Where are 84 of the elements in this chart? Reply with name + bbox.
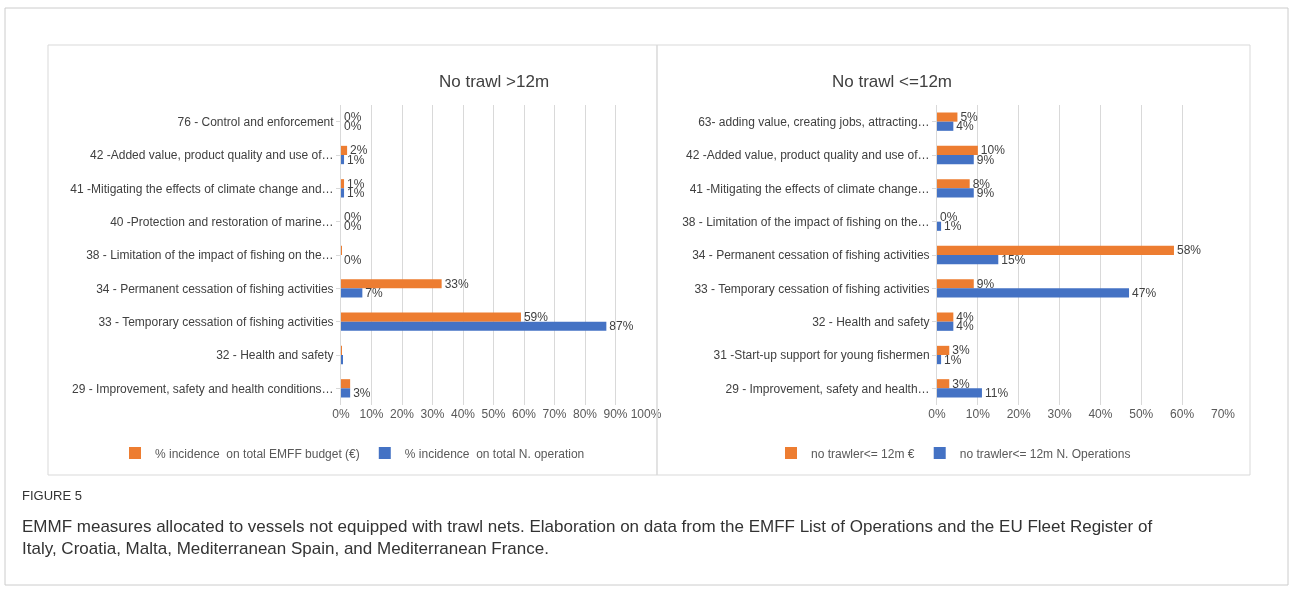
bar xyxy=(937,279,974,289)
bar xyxy=(937,245,1174,255)
bar xyxy=(341,155,345,165)
bar xyxy=(937,155,974,165)
bar xyxy=(937,179,970,189)
data-label: 3% xyxy=(952,376,970,391)
data-label: 9% xyxy=(976,276,995,291)
bar xyxy=(937,345,950,355)
data-label: 87% xyxy=(609,319,634,334)
y-tick-label: 32 - Health and safety xyxy=(216,348,334,363)
data-label: 7% xyxy=(365,285,384,300)
bar xyxy=(341,145,348,155)
x-tick-label: 70% xyxy=(542,407,567,421)
legend-label: % incidence on total N. operation xyxy=(404,446,585,461)
legend-label: % incidence on total EMFF budget (€) xyxy=(155,446,360,461)
data-label: 3% xyxy=(353,385,371,400)
y-tick-label: 41 -Mitigating the effects of climate change and… xyxy=(70,181,334,196)
bar xyxy=(937,112,958,122)
x-tick-label: 70% xyxy=(1210,407,1236,421)
y-tick-label: 41 -Mitigating the effects of climate change… xyxy=(689,181,930,196)
bar xyxy=(937,121,954,131)
data-label: 58% xyxy=(1176,243,1202,258)
caption: FIGURE 5 xyxy=(22,488,82,503)
y-tick-label: 32 - Health and safety xyxy=(812,314,930,329)
bar xyxy=(937,321,954,331)
x-tick-label: 0% xyxy=(928,407,946,421)
data-label: 47% xyxy=(1132,285,1157,300)
data-label: 33% xyxy=(444,276,469,291)
y-tick-label: 33 - Temporary cessation of fishing activities xyxy=(694,281,930,296)
chart-title: No trawl >12m xyxy=(439,72,550,91)
x-tick-label: 20% xyxy=(1006,407,1032,421)
bar xyxy=(937,355,942,365)
bar xyxy=(937,388,982,398)
data-label: 11% xyxy=(984,385,1009,400)
bar xyxy=(341,188,345,198)
bar xyxy=(341,388,351,398)
bar xyxy=(937,221,942,231)
y-tick-label: 40 -Protection and restoration of marine… xyxy=(110,214,334,229)
y-tick-label: 31 -Start-up support for young fishermen xyxy=(713,348,930,363)
x-tick-label: 20% xyxy=(389,407,415,421)
bar xyxy=(341,321,607,331)
x-tick-label: 30% xyxy=(1047,407,1072,421)
x-tick-label: 30% xyxy=(420,407,445,421)
x-tick-label: 60% xyxy=(511,407,537,421)
text: EMMF measures allocated to vessels not equipped with trawl nets. Elaboration on data from the EMFF List of Operations and the EU Fleet Register of Italy, Croatia, Malta, Mediterranean Spain, and Mediterranean France. xyxy=(22,517,1153,559)
x-tick-label: 60% xyxy=(1170,407,1195,421)
bar xyxy=(937,145,978,155)
bar xyxy=(937,188,974,198)
bar xyxy=(341,379,351,389)
y-tick-label: 42 -Added value, product quality and use of… xyxy=(686,148,930,163)
y-tick-label: 38 - Limitation of the impact of fishing on the… xyxy=(86,248,334,263)
y-tick-label: 76 - Control and enforcement xyxy=(177,114,335,129)
y-tick-label: 34 - Permanent cessation of fishing activities xyxy=(692,248,930,263)
y-tick-label: 29 - Improvement, safety and health… xyxy=(725,381,930,396)
y-tick-label: 42 -Added value, product quality and use of… xyxy=(90,148,334,163)
bar xyxy=(341,179,345,189)
data-label: 59% xyxy=(523,310,549,325)
x-tick-label: 0% xyxy=(332,407,350,421)
y-tick-label: 29 - Improvement, safety and health conditions… xyxy=(72,381,334,396)
bar xyxy=(937,379,950,389)
x-tick-label: 40% xyxy=(450,407,476,421)
data-label: 15% xyxy=(1001,252,1026,267)
x-tick-label: 40% xyxy=(1088,407,1113,421)
bar xyxy=(341,279,442,289)
data-label: 0% xyxy=(344,252,362,267)
bar xyxy=(937,312,954,322)
x-tick-label: 10% xyxy=(359,407,384,421)
chart-title: No trawl <=12m xyxy=(832,72,952,91)
legend-label: no trawler<= 12m € xyxy=(811,446,915,461)
bar xyxy=(937,255,999,265)
x-tick-label: 50% xyxy=(481,407,506,421)
x-tick-label: 100% xyxy=(630,407,662,421)
legend-label: no trawler<= 12m N. Operations xyxy=(959,446,1131,461)
x-tick-label: 50% xyxy=(1129,407,1154,421)
x-tick-label: 90% xyxy=(603,407,628,421)
bar xyxy=(341,288,363,298)
x-tick-label: 10% xyxy=(965,407,991,421)
y-tick-label: 38 - Limitation of the impact of fishing on the… xyxy=(682,214,930,229)
y-tick-label: 33 - Temporary cessation of fishing activities xyxy=(98,314,334,329)
x-tick-label: 80% xyxy=(572,407,598,421)
y-tick-label: 63- adding value, creating jobs, attracting… xyxy=(698,114,930,129)
bar xyxy=(341,312,521,322)
bar xyxy=(937,288,1130,298)
y-tick-label: 34 - Permanent cessation of fishing activities xyxy=(96,281,334,296)
